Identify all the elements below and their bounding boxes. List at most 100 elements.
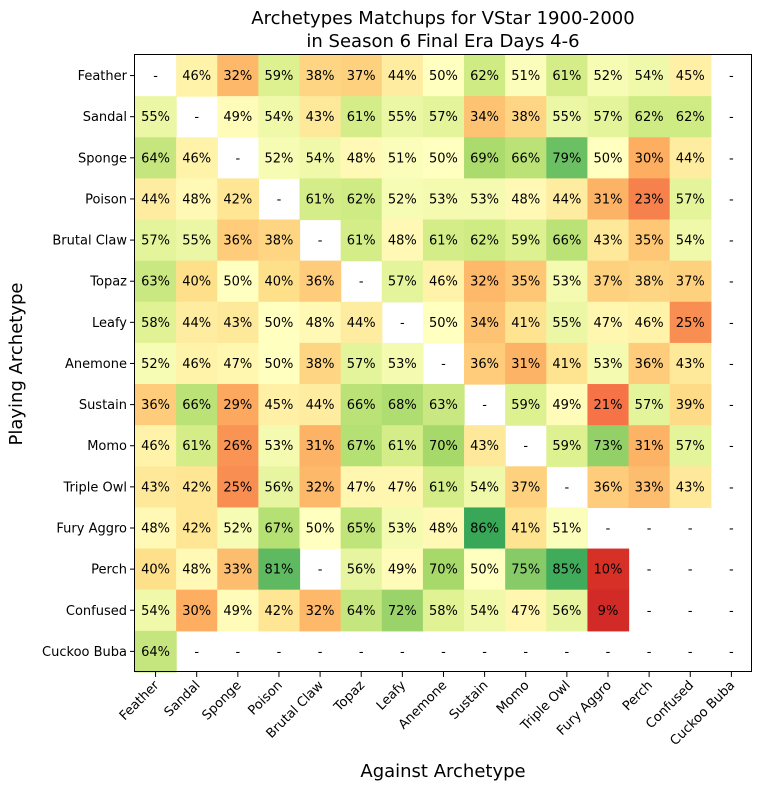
cell-value-label: 57%: [594, 110, 623, 125]
cell-value-label: 53%: [552, 275, 581, 290]
heatmap-cell: [587, 178, 630, 221]
heatmap-cell: [381, 178, 424, 221]
cell-value-label: 61%: [306, 192, 335, 207]
heatmap-cell: [546, 507, 589, 550]
y-tick-label: Fury Aggro: [56, 521, 127, 536]
heatmap-cell: [135, 507, 177, 550]
cell-value-label: 51%: [388, 151, 417, 166]
cell-value-label: 41%: [552, 357, 581, 372]
heatmap-cell: [546, 589, 589, 632]
y-tick-label: Poison: [85, 192, 127, 207]
heatmap-cell: [258, 548, 301, 591]
cell-value-label: 79%: [552, 151, 581, 166]
cell-value-label: 31%: [635, 439, 664, 454]
heatmap-cell: [422, 178, 465, 221]
x-tick-label: Poison: [246, 678, 286, 718]
heatmap-cell: [299, 425, 342, 467]
cell-value-label: 54%: [141, 604, 170, 619]
cell-value-label: 49%: [223, 604, 252, 619]
heatmap-cell: [669, 466, 712, 509]
cell-value-label: 46%: [182, 151, 211, 166]
heatmap-cell: [505, 219, 547, 262]
cell-value-label: -: [565, 480, 570, 495]
cell-value-label: -: [441, 357, 446, 372]
cell-value-label: 23%: [635, 192, 664, 207]
cell-value-label: -: [441, 645, 446, 660]
heatmap-cell: [505, 466, 547, 509]
heatmap-cell: [669, 384, 712, 426]
cell-value-label: 44%: [141, 192, 170, 207]
heatmap-cell: [135, 548, 177, 591]
x-tick-label: Feather: [117, 678, 163, 724]
heatmap-cell: [587, 219, 630, 262]
cell-value-label: -: [647, 604, 652, 619]
cell-value-label: 51%: [511, 69, 540, 84]
heatmap-cell: [587, 260, 630, 303]
cell-value-label: -: [729, 234, 734, 249]
cell-value-label: 85%: [552, 563, 581, 578]
heatmap-cell: [340, 466, 383, 509]
heatmap-cell: [422, 55, 465, 97]
cell-value-label: 50%: [429, 316, 458, 331]
heatmap-cell: [176, 466, 218, 509]
cell-value-label: 43%: [676, 357, 705, 372]
heatmap-cell: [505, 260, 547, 303]
heatmap-cell: [176, 301, 218, 344]
heatmap-cell: [628, 425, 671, 467]
cell-value-label: -: [277, 645, 282, 660]
cell-value-label: 52%: [223, 521, 252, 536]
cell-value-label: 45%: [265, 398, 294, 413]
heatmap-cell: [340, 589, 383, 632]
y-tick-label: Confused: [66, 604, 127, 619]
cell-value-label: 35%: [511, 275, 540, 290]
cell-value-label: -: [729, 521, 734, 536]
heatmap-cell: [464, 589, 506, 632]
heatmap-cell: [505, 178, 547, 221]
heatmap-cell: [546, 55, 589, 97]
heatmap-cell: [669, 301, 712, 344]
cell-value-label: -: [729, 357, 734, 372]
heatmap-cell: [505, 384, 547, 426]
heatmap-cell: [587, 466, 630, 509]
heatmap-cell: [464, 137, 506, 179]
heatmap-cell: [217, 55, 259, 97]
heatmap-cell: [587, 589, 630, 632]
heatmap-cell: [135, 260, 177, 303]
cell-value-label: 56%: [347, 563, 376, 578]
heatmap-cell: [505, 55, 547, 97]
cell-value-label: 46%: [635, 316, 664, 331]
heatmap-cell: [299, 466, 342, 509]
heatmap-cell: [299, 507, 342, 550]
heatmap-cell: [217, 178, 259, 221]
cell-value-label: 62%: [635, 110, 664, 125]
cell-value-label: 50%: [223, 275, 252, 290]
cell-value-label: 25%: [223, 480, 252, 495]
heatmap-cell: [340, 548, 383, 591]
heatmap-cell: [340, 219, 383, 262]
cell-value-label: 56%: [552, 604, 581, 619]
y-tick-label: Sponge: [78, 151, 127, 166]
cell-value-label: 44%: [182, 316, 211, 331]
heatmap-cell: [587, 425, 630, 467]
heatmap-cell: [135, 384, 177, 426]
cell-value-label: 43%: [141, 480, 170, 495]
heatmap-cell: [258, 260, 301, 303]
cell-value-label: 37%: [511, 480, 540, 495]
cell-value-label: 50%: [594, 151, 623, 166]
cell-value-label: 64%: [347, 604, 376, 619]
x-tick-label: Momo: [494, 678, 533, 717]
heatmap-cell: [299, 137, 342, 179]
cell-value-label: 50%: [265, 316, 294, 331]
heatmap-cell: [422, 548, 465, 591]
cell-value-label: -: [688, 604, 693, 619]
heatmap-cell: [587, 137, 630, 179]
cell-value-label: -: [729, 192, 734, 207]
cell-value-label: 56%: [265, 480, 294, 495]
cell-value-label: 59%: [265, 69, 294, 84]
heatmap-cell: [340, 301, 383, 344]
heatmap-cell: [340, 384, 383, 426]
heatmap-cell: [217, 548, 259, 591]
cell-value-label: -: [400, 316, 405, 331]
cell-value-label: 32%: [470, 275, 499, 290]
